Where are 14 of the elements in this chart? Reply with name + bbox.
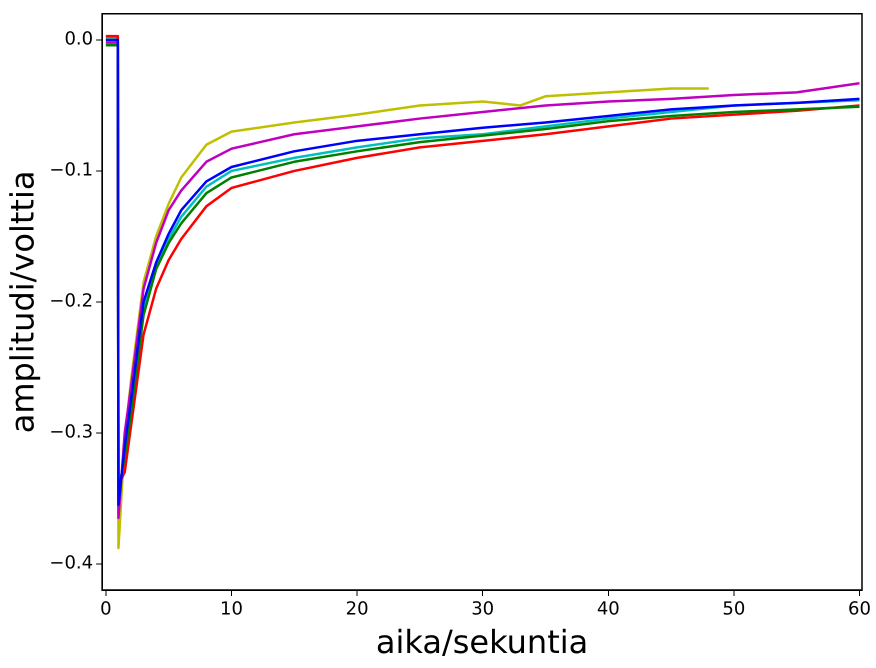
x-tick-label: 30: [471, 598, 494, 620]
y-tick-label: −0.1: [49, 160, 94, 181]
x-tick-label: 20: [346, 598, 369, 620]
x-tick-label: 0: [100, 598, 112, 620]
x-axis-title: aika/sekuntia: [376, 623, 588, 662]
x-tick-label: 50: [722, 598, 746, 620]
y-tick-label: −0.4: [49, 552, 94, 574]
x-tick-label: 40: [596, 598, 620, 620]
y-tick-label: 0.0: [64, 28, 94, 50]
y-axis-title: amplitudi/volttia: [4, 170, 42, 434]
y-tick-label: −0.3: [49, 422, 94, 443]
x-tick-label: 10: [220, 598, 243, 620]
y-tick-label: −0.2: [49, 290, 94, 312]
x-tick-label: 60: [848, 598, 871, 620]
